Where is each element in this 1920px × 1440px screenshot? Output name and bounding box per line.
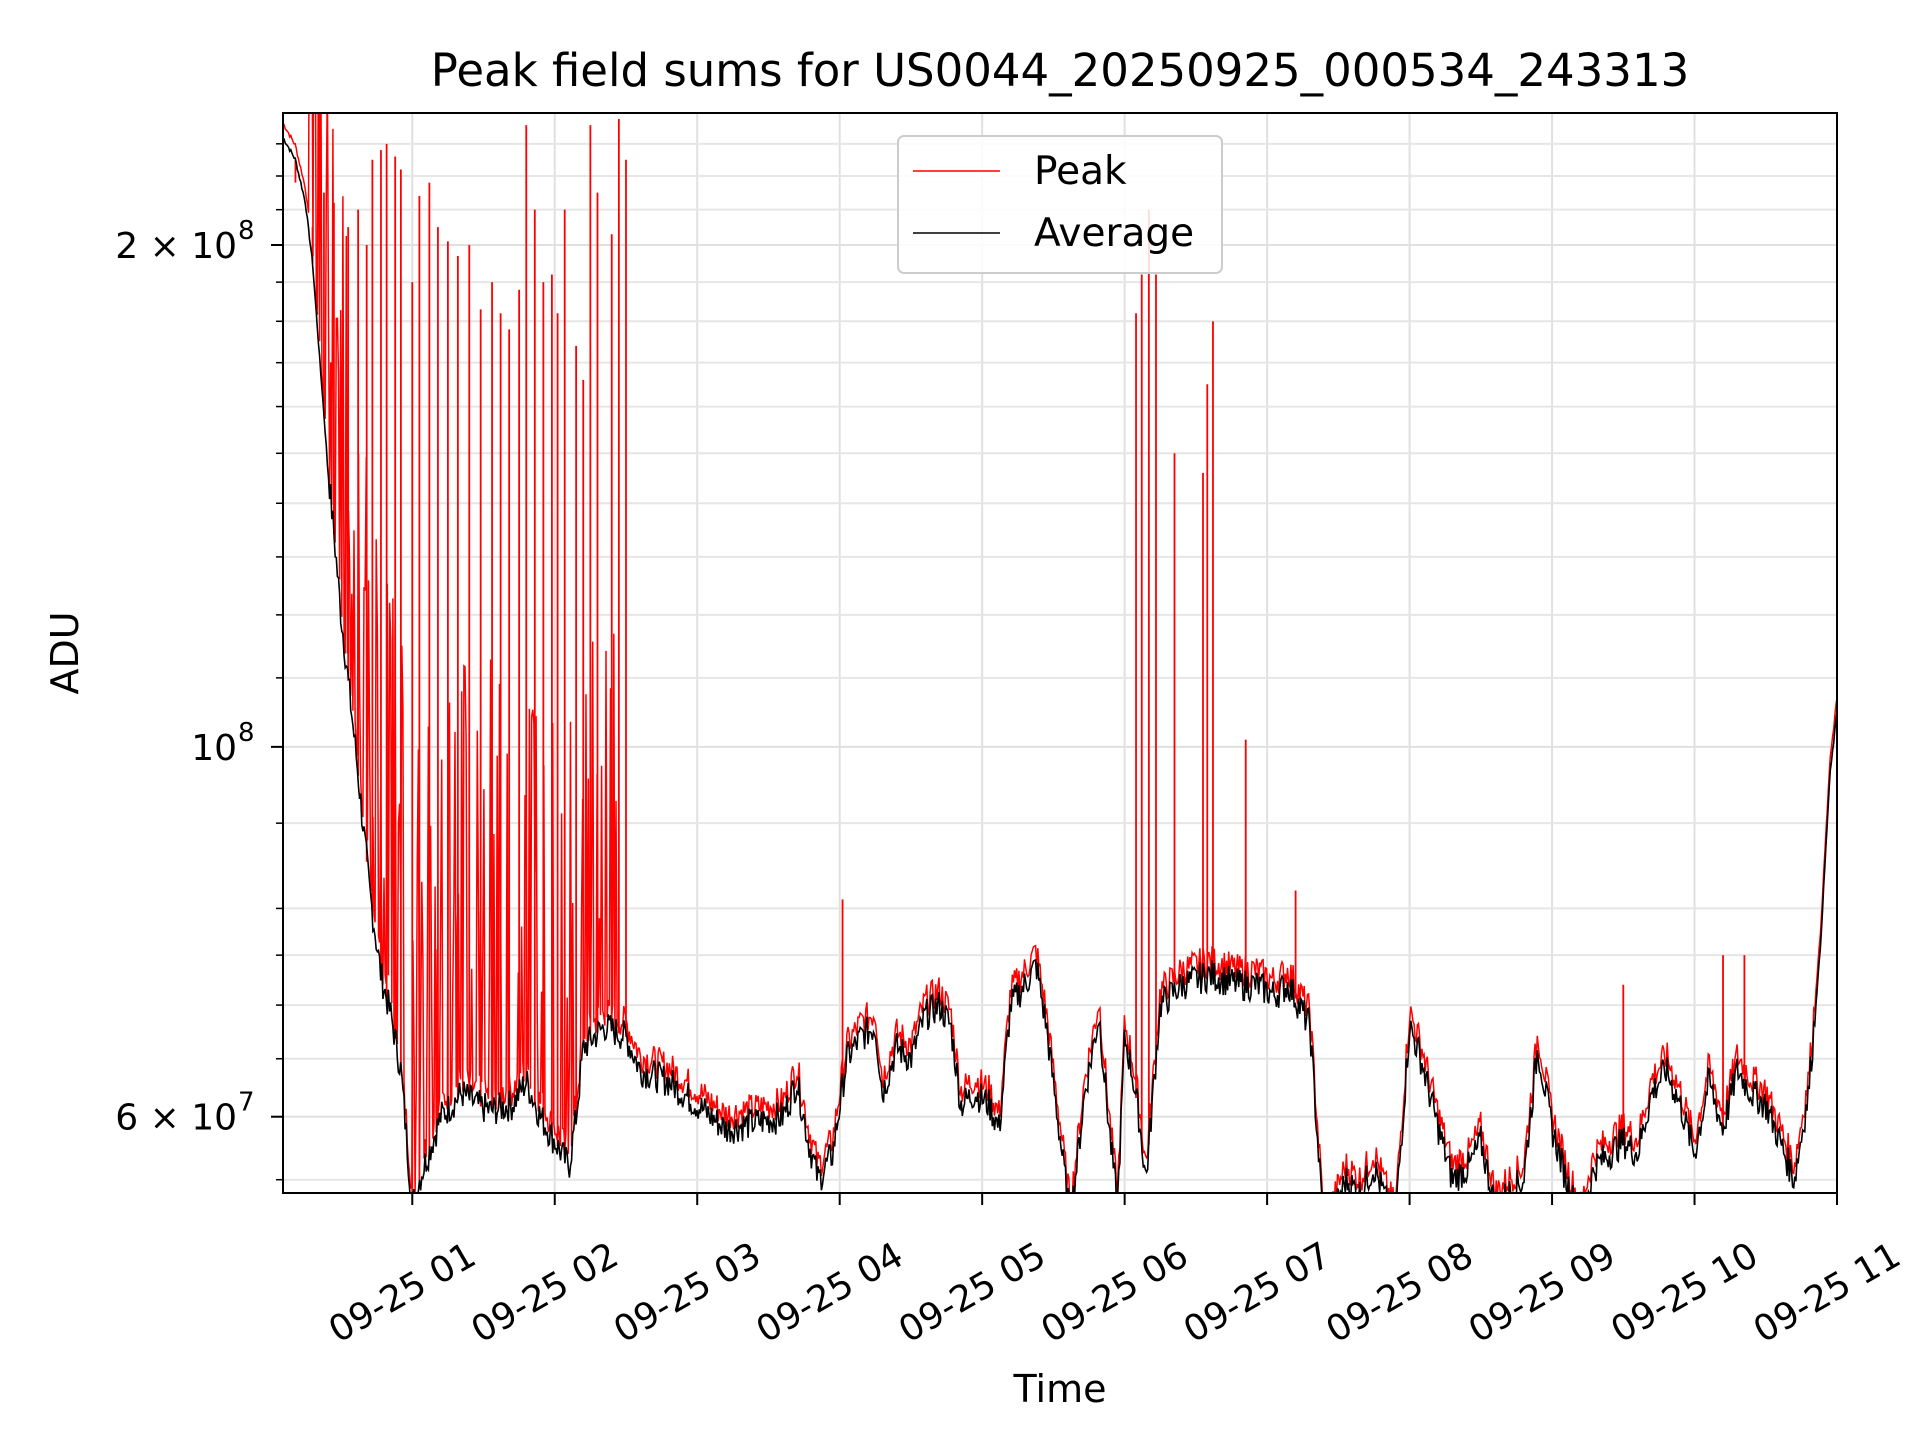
y-tick-exponent: 8 [238,216,255,246]
series-peak-line [283,113,1837,1193]
legend-average-label: Average [1034,211,1194,256]
y-axis-label: ADU [43,611,87,694]
x-axis-label: Time [1013,1367,1107,1411]
legend-peak-label: Peak [1034,149,1127,194]
y-tick-exponent: 7 [238,1088,255,1118]
y-tick-label: 2 × 10 [115,226,237,267]
series-average-line [283,137,1837,1193]
plot-frame [282,112,1838,1194]
legend: Peak Average [897,135,1223,274]
y-tick-label: 10 [191,728,237,769]
y-tick-exponent: 8 [238,718,255,748]
chart-title: Peak field sums for US0044_20250925_0005… [431,44,1689,97]
series-layer [283,113,1837,1193]
y-tick-label: 6 × 10 [115,1098,237,1139]
